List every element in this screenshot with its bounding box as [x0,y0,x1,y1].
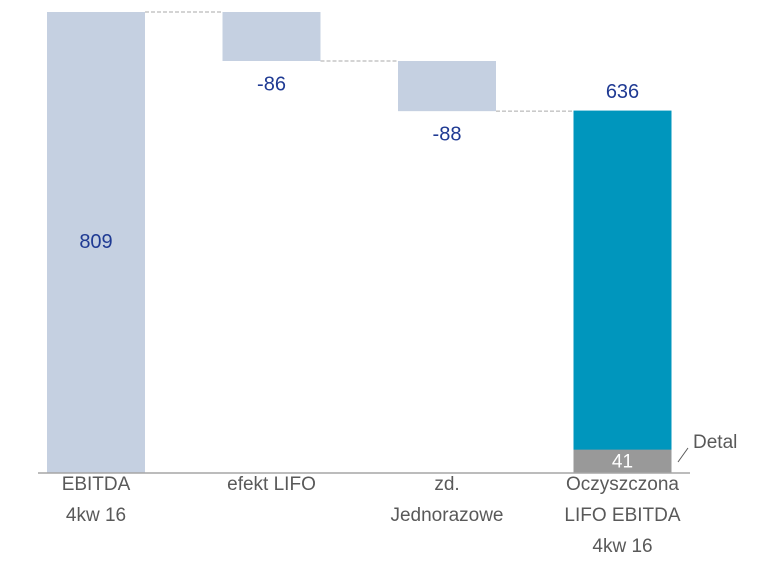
leader [677,447,689,463]
x-tick-label: 4kw 16 [592,536,652,557]
bar [398,61,496,112]
segment-name: Detal [693,432,737,453]
x-tick-label: 4kw 16 [66,505,126,526]
bar [47,12,145,473]
value-label: 809 [79,231,112,253]
value-label: 636 [606,81,639,103]
bar [573,110,672,473]
value-label: -88 [433,123,462,145]
segment-bar [573,449,672,473]
x-tick-label: LIFO EBITDA [564,505,680,526]
x-tick-label: efekt LIFO [227,474,316,495]
bar [222,12,321,62]
segment-label: 41 [612,451,633,472]
value-label: -86 [257,73,286,95]
x-tick-label: zd. [434,474,459,495]
x-tick-label: EBITDA [62,474,131,495]
x-tick-label: Jednorazowe [390,505,503,526]
x-tick-label: Oczyszczona [566,474,679,495]
